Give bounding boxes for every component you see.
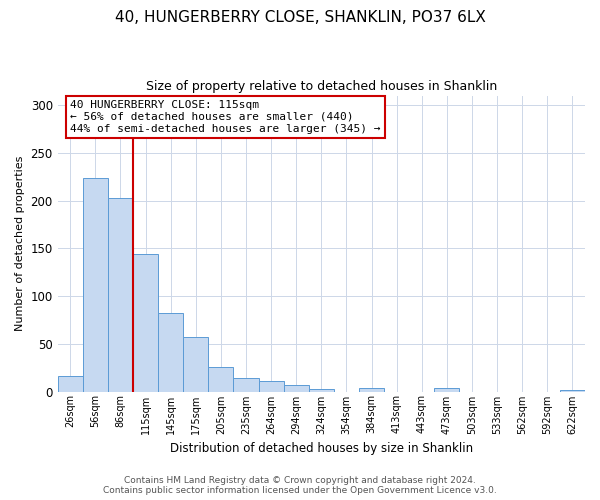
Bar bbox=[560, 390, 585, 392]
Y-axis label: Number of detached properties: Number of detached properties bbox=[15, 156, 25, 331]
Bar bbox=[133, 254, 158, 392]
Text: Contains HM Land Registry data © Crown copyright and database right 2024.
Contai: Contains HM Land Registry data © Crown c… bbox=[103, 476, 497, 495]
Bar bbox=[108, 198, 133, 392]
Bar bbox=[284, 385, 309, 392]
Bar bbox=[259, 381, 284, 392]
Bar bbox=[83, 178, 108, 392]
Bar bbox=[158, 313, 183, 392]
Text: 40 HUNGERBERRY CLOSE: 115sqm
← 56% of detached houses are smaller (440)
44% of s: 40 HUNGERBERRY CLOSE: 115sqm ← 56% of de… bbox=[70, 100, 381, 134]
Bar bbox=[359, 388, 384, 392]
Title: Size of property relative to detached houses in Shanklin: Size of property relative to detached ho… bbox=[146, 80, 497, 93]
Text: 40, HUNGERBERRY CLOSE, SHANKLIN, PO37 6LX: 40, HUNGERBERRY CLOSE, SHANKLIN, PO37 6L… bbox=[115, 10, 485, 25]
X-axis label: Distribution of detached houses by size in Shanklin: Distribution of detached houses by size … bbox=[170, 442, 473, 455]
Bar bbox=[434, 388, 460, 392]
Bar bbox=[233, 378, 259, 392]
Bar bbox=[309, 388, 334, 392]
Bar bbox=[183, 337, 208, 392]
Bar bbox=[208, 366, 233, 392]
Bar bbox=[58, 376, 83, 392]
